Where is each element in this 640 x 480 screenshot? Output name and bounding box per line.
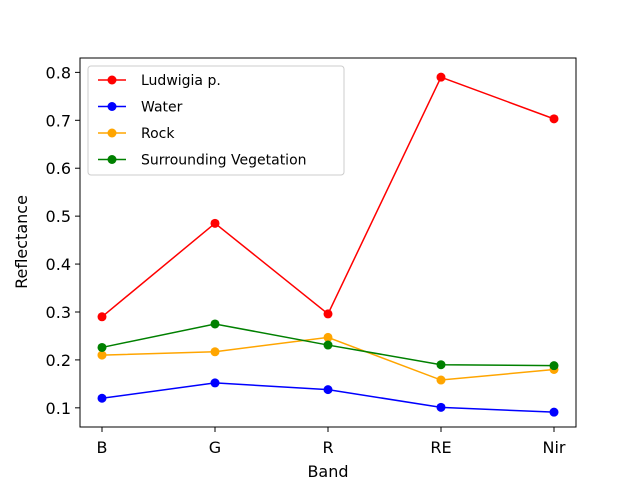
y-tick-label: 0.5 bbox=[46, 207, 71, 226]
data-point bbox=[323, 340, 333, 350]
data-point bbox=[549, 407, 559, 417]
data-point bbox=[436, 360, 446, 370]
legend: Ludwigia p. Water Rock Surrounding Vegetati… bbox=[87, 65, 345, 176]
x-axis-label: Band bbox=[307, 462, 348, 480]
data-point bbox=[97, 350, 107, 360]
x-axis: B G R RE Nir bbox=[97, 427, 566, 457]
data-point bbox=[549, 114, 559, 124]
data-point bbox=[210, 347, 220, 357]
data-point bbox=[210, 218, 220, 228]
y-tick-label: 0.7 bbox=[46, 111, 71, 130]
y-tick-label: 0.4 bbox=[46, 255, 71, 274]
legend-marker bbox=[107, 128, 117, 138]
data-point bbox=[436, 402, 446, 412]
y-tick-label: 0.1 bbox=[46, 399, 71, 418]
x-tick-label: G bbox=[209, 438, 221, 457]
series bbox=[97, 378, 559, 417]
legend-label: Water bbox=[141, 100, 183, 116]
y-tick-label: 0.6 bbox=[46, 159, 71, 178]
legend-box bbox=[87, 65, 345, 176]
y-axis: 0.1 0.2 0.3 0.4 0.5 0.6 0.7 0.8 bbox=[46, 63, 80, 418]
series bbox=[97, 72, 559, 322]
data-point bbox=[210, 378, 220, 388]
legend-label: Rock bbox=[141, 126, 175, 142]
y-tick-label: 0.2 bbox=[46, 351, 71, 370]
legend-label: Surrounding Vegetation bbox=[141, 153, 307, 169]
series bbox=[97, 319, 559, 371]
data-point bbox=[436, 72, 446, 82]
y-axis-label: Reflectance bbox=[12, 195, 31, 289]
data-point bbox=[97, 393, 107, 403]
data-point bbox=[436, 375, 446, 385]
x-tick-label: B bbox=[97, 438, 108, 457]
y-tick-label: 0.3 bbox=[46, 303, 71, 322]
x-tick-label: RE bbox=[430, 438, 451, 457]
legend-marker bbox=[107, 102, 117, 111]
x-tick-label: R bbox=[322, 438, 333, 457]
data-point bbox=[549, 361, 559, 371]
series-layer bbox=[97, 72, 559, 417]
legend-marker bbox=[107, 75, 117, 85]
data-point bbox=[323, 385, 333, 395]
y-tick-label: 0.8 bbox=[46, 63, 71, 82]
data-point bbox=[323, 332, 333, 342]
x-tick-label: Nir bbox=[543, 438, 566, 457]
legend-marker bbox=[107, 155, 117, 164]
data-point bbox=[323, 309, 333, 319]
data-point bbox=[97, 342, 107, 352]
series bbox=[97, 332, 559, 385]
legend-label: Ludwigia p. bbox=[141, 73, 221, 89]
data-point bbox=[210, 319, 220, 329]
data-point bbox=[97, 312, 107, 322]
